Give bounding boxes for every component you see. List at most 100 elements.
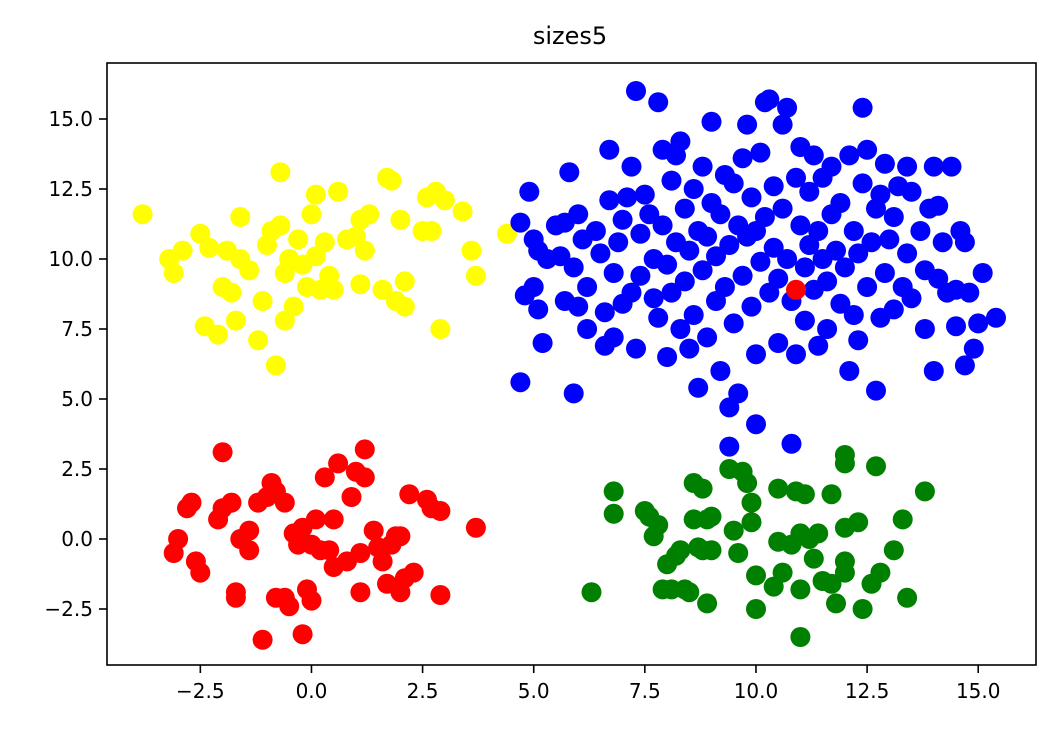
scatter-point — [305, 184, 326, 205]
scatter-point — [163, 263, 184, 283]
scatter-point — [737, 473, 758, 493]
scatter-point — [608, 232, 629, 253]
scatter-point — [199, 237, 220, 258]
scatter-point — [577, 319, 598, 339]
scatter-point — [626, 81, 646, 101]
scatter-point — [221, 492, 242, 513]
scatter-point — [848, 512, 869, 533]
scatter-point — [697, 593, 718, 614]
scatter-point — [661, 170, 682, 191]
scatter-point — [430, 585, 451, 605]
scatter-point — [230, 207, 251, 227]
x-tick-label: −2.5 — [176, 679, 225, 703]
scatter-point — [354, 467, 375, 488]
scatter-point — [225, 587, 246, 608]
scatter-point — [697, 226, 718, 247]
scatter-point — [603, 327, 624, 348]
scatter-point — [963, 338, 984, 359]
scatter-point — [959, 282, 980, 303]
scatter-point — [772, 562, 793, 583]
scatter-point — [323, 279, 344, 300]
scatter-point — [883, 207, 904, 227]
scatter-point — [359, 204, 380, 225]
scatter-point — [866, 456, 886, 477]
scatter-point — [621, 282, 642, 303]
scatter-point — [768, 268, 789, 289]
scatter-point — [843, 305, 864, 325]
scatter-point — [901, 288, 922, 309]
axes-layer: −2.5 0.0 2.5 5.0 7.5 10.0 12.5 15.0 −2.5 0.0 2.5 5.… — [44, 62, 1037, 703]
scatter-point — [941, 156, 962, 177]
scatter-point — [852, 599, 873, 619]
scatter-point — [239, 520, 260, 541]
scatter-point — [559, 162, 580, 183]
scatter-point — [848, 330, 869, 351]
scatter-point — [786, 344, 806, 365]
scatter-point — [834, 445, 855, 465]
scatter-point — [563, 257, 584, 278]
scatter-point — [381, 170, 402, 191]
scatter-point — [568, 204, 589, 225]
y-tick-label: 0.0 — [61, 527, 93, 551]
scatter-point — [239, 540, 260, 561]
scatter-point — [612, 209, 633, 230]
scatter-point — [394, 271, 415, 292]
scatter-point — [399, 484, 420, 505]
scatter-point — [350, 582, 371, 603]
scatter-point — [497, 223, 517, 244]
scatter-point — [252, 629, 273, 650]
scatter-point — [510, 212, 531, 233]
scatter-point — [723, 173, 744, 194]
scatter-point — [390, 209, 411, 230]
scatter-point — [510, 372, 531, 393]
scatter-point — [883, 299, 904, 320]
scatter-point — [808, 221, 829, 241]
scatter-point — [710, 361, 731, 381]
scatter-point — [754, 207, 775, 227]
scatter-point — [723, 313, 744, 334]
y-tick-label: 10.0 — [48, 247, 93, 271]
scatter-point — [719, 235, 740, 255]
scatter-point — [265, 355, 286, 376]
scatter-point — [870, 184, 891, 205]
points-layer — [132, 81, 1006, 650]
scatter-point — [452, 201, 473, 222]
scatter-point — [728, 383, 749, 404]
scatter-point — [372, 279, 393, 300]
scatter-point — [794, 484, 815, 505]
scatter-point — [897, 156, 918, 177]
scatter-point — [301, 590, 322, 611]
scatter-point — [763, 176, 784, 197]
scatter-point — [577, 277, 598, 297]
scatter-point — [710, 204, 731, 225]
scatter-point — [252, 291, 273, 311]
scatter-point — [741, 296, 762, 317]
scatter-point — [643, 288, 664, 309]
scatter-point — [781, 433, 802, 454]
scatter-point — [759, 89, 780, 110]
scatter-point — [639, 204, 660, 225]
scatter-point — [834, 257, 855, 278]
scatter-point — [630, 223, 651, 244]
scatter-point — [465, 265, 486, 286]
scatter-point — [986, 307, 1006, 328]
scatter-point — [657, 347, 678, 367]
scatter-point — [270, 215, 291, 236]
scatter-point — [648, 515, 669, 535]
scatter-point — [719, 436, 740, 457]
scatter-point — [972, 263, 993, 283]
scatter-point — [679, 240, 700, 261]
scatter-point — [794, 257, 815, 278]
scatter-point — [870, 562, 891, 583]
scatter-point — [786, 279, 806, 300]
scatter-point — [794, 310, 815, 331]
scatter-point — [697, 327, 718, 348]
scatter-point — [923, 156, 944, 177]
scatter-point — [603, 481, 624, 502]
scatter-point — [674, 271, 695, 292]
y-tick-label: 15.0 — [48, 107, 93, 131]
scatter-point — [772, 198, 793, 219]
scatter-point — [728, 543, 749, 563]
scatter-point — [803, 548, 824, 569]
scatter-point — [248, 330, 269, 351]
